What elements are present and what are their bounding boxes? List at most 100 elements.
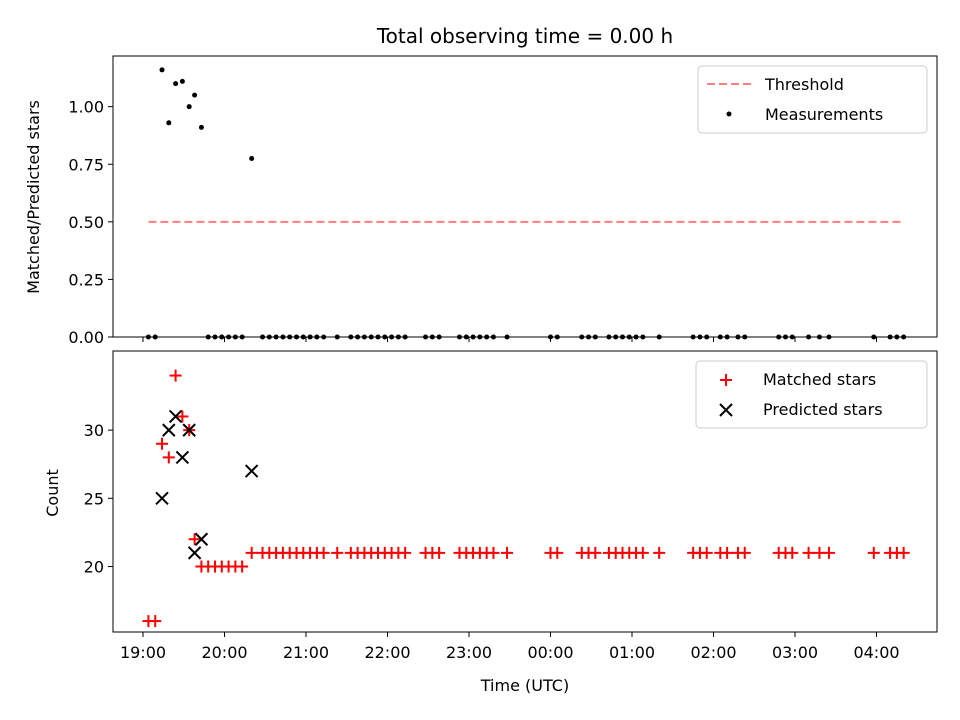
measurement-point xyxy=(152,334,158,340)
legend-matched-label: Matched stars xyxy=(763,370,876,389)
measurement-point xyxy=(402,334,408,340)
measurement-point xyxy=(232,334,238,340)
matched-star-point xyxy=(156,437,169,450)
measurement-point xyxy=(321,334,327,340)
legend-threshold-label: Threshold xyxy=(764,75,844,94)
measurement-point xyxy=(368,334,374,340)
predicted-star-point xyxy=(155,491,169,506)
matched-star-point xyxy=(399,546,412,559)
legend-measurements-label: Measurements xyxy=(765,105,883,124)
x-tick-label: 20:00 xyxy=(201,643,247,662)
matched-star-point xyxy=(245,546,258,559)
predicted-star-point xyxy=(182,423,196,437)
measurement-point xyxy=(249,155,255,161)
measurement-point xyxy=(704,334,710,340)
measurement-point xyxy=(173,81,179,87)
measurement-point xyxy=(198,124,204,130)
matched-star-point xyxy=(176,410,189,423)
measurement-point xyxy=(901,334,907,340)
matched-stars-points xyxy=(142,369,910,628)
top-plot-frame xyxy=(112,55,938,338)
measurement-points xyxy=(145,67,907,340)
measurement-point xyxy=(293,334,299,340)
matched-star-point xyxy=(897,546,910,559)
measurement-point xyxy=(697,334,703,340)
measurement-point xyxy=(436,334,442,340)
x-tick-label: 01:00 xyxy=(609,643,655,662)
predicted-star-point xyxy=(168,409,183,424)
measurement-point xyxy=(626,334,632,340)
measurement-point xyxy=(633,334,639,340)
x-axis-label: Time (UTC) xyxy=(480,676,569,695)
matched-star-point xyxy=(786,546,799,559)
measurement-point xyxy=(219,334,225,340)
measurement-point xyxy=(470,334,476,340)
measurement-point xyxy=(806,334,812,340)
top-y-tick-label: 0.00 xyxy=(68,328,104,347)
matched-star-point xyxy=(822,546,835,559)
measurement-point xyxy=(477,334,483,340)
measurement-point xyxy=(355,334,361,340)
legend-predicted-swatch xyxy=(719,403,733,417)
measurement-point xyxy=(300,334,306,340)
matched-star-point xyxy=(149,615,162,628)
measurement-point xyxy=(606,334,612,340)
legend-measurements-swatch xyxy=(726,111,732,117)
measurement-point xyxy=(735,334,741,340)
predicted-star-point xyxy=(162,423,176,437)
measurement-point xyxy=(690,334,696,340)
x-tick-label: 22:00 xyxy=(364,643,410,662)
x-tick-label: 00:00 xyxy=(527,643,573,662)
bottom-y-axis-label: Count xyxy=(43,469,62,517)
top-y-tick-label: 0.25 xyxy=(68,270,104,289)
measurement-point xyxy=(423,334,429,340)
bottom-x-axis: 19:00 20:00 21:00 22:00 23:00 00:00 01:00 02:00… xyxy=(120,632,900,662)
measurement-point xyxy=(186,104,192,110)
measurement-point xyxy=(179,78,185,84)
x-tick-label: 02:00 xyxy=(690,643,736,662)
measurement-point xyxy=(273,334,279,340)
chart-title: Total observing time = 0.00 h xyxy=(376,24,673,48)
top-y-axis: 0.00 0.25 0.50 0.75 1.00 xyxy=(68,98,113,347)
matched-star-point xyxy=(721,546,734,559)
measurement-point xyxy=(389,334,395,340)
top-legend: Threshold Measurements xyxy=(697,65,928,134)
measurement-point xyxy=(554,334,560,340)
matched-star-point xyxy=(802,546,815,559)
measurement-point xyxy=(490,334,496,340)
measurement-point xyxy=(159,67,165,73)
measurement-point xyxy=(619,334,625,340)
measurement-point xyxy=(266,334,272,340)
top-panel: 0.00 0.25 0.50 0.75 1.00 Matched/Predicted s… xyxy=(24,55,938,347)
measurement-point xyxy=(717,334,723,340)
predicted-star-point xyxy=(244,464,259,478)
measurement-point xyxy=(429,334,435,340)
bottom-y-tick-label: 30 xyxy=(84,421,104,440)
measurement-point xyxy=(656,334,662,340)
measurement-point xyxy=(724,334,730,340)
measurement-point xyxy=(307,334,313,340)
matched-star-point xyxy=(433,546,446,559)
measurement-point xyxy=(145,334,151,340)
measurement-point xyxy=(382,334,388,340)
matched-star-point xyxy=(331,546,344,559)
measurement-point xyxy=(205,334,211,340)
measurement-point xyxy=(592,334,598,340)
x-tick-label: 19:00 xyxy=(120,643,166,662)
measurement-point xyxy=(826,334,832,340)
bottom-y-tick-label: 25 xyxy=(84,489,104,508)
matched-star-point xyxy=(169,369,182,382)
measurement-point xyxy=(334,334,340,340)
matched-star-point xyxy=(236,560,249,573)
measurement-point xyxy=(239,334,245,340)
x-tick-label: 03:00 xyxy=(772,643,818,662)
bottom-legend-box xyxy=(695,360,928,429)
x-tick-label: 04:00 xyxy=(853,643,899,662)
x-tick-label: 21:00 xyxy=(283,643,329,662)
measurement-point xyxy=(456,334,462,340)
top-y-tick-label: 0.50 xyxy=(68,213,104,232)
measurement-point xyxy=(375,334,381,340)
measurement-point xyxy=(260,334,266,340)
predicted-stars-points xyxy=(155,409,259,560)
measurement-point xyxy=(871,334,877,340)
